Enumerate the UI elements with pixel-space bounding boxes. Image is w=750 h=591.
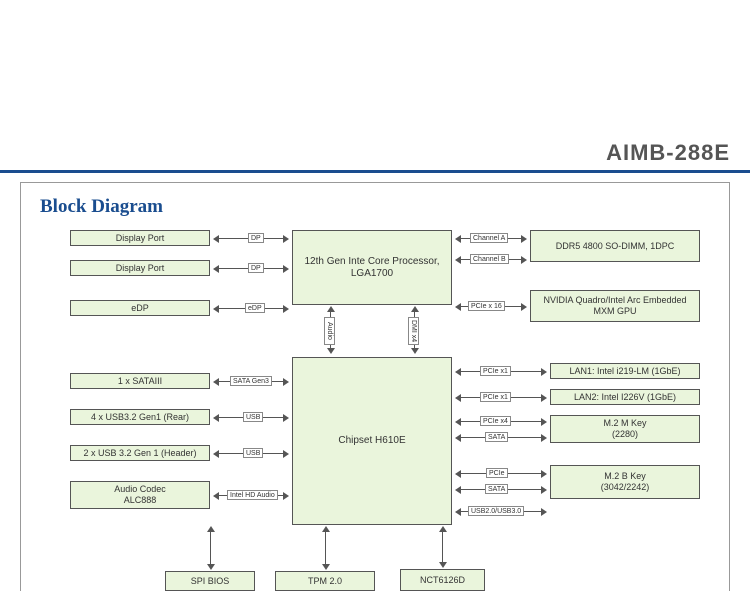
pciex16-label: PCIe x 16 bbox=[468, 301, 505, 311]
cha-label: Channel A bbox=[470, 233, 508, 243]
dmi-vlabel: DMI x4 bbox=[408, 317, 419, 345]
sata-label: SATA bbox=[485, 432, 508, 442]
m2m-block: M.2 M Key (2280) bbox=[550, 415, 700, 443]
nct-block: NCT6126D bbox=[400, 569, 485, 591]
pciex1-label: PCIe x1 bbox=[480, 392, 511, 402]
usb-rear-block: 4 x USB3.2 Gen1 (Rear) bbox=[70, 409, 210, 425]
audio-vlabel: Audio bbox=[324, 317, 335, 345]
usb-hdr-block: 2 x USB 3.2 Gen 1 (Header) bbox=[70, 445, 210, 461]
audio-block: Audio Codec ALC888 bbox=[70, 481, 210, 509]
dp2-block: Display Port bbox=[70, 260, 210, 276]
pciex1-label: PCIe x1 bbox=[480, 366, 511, 376]
chipset-block: Chipset H610E bbox=[292, 357, 452, 525]
sata-block: 1 x SATAIII bbox=[70, 373, 210, 389]
varrow bbox=[325, 531, 326, 565]
usb-label: USB bbox=[243, 412, 263, 422]
sata3-label: SATA Gen3 bbox=[230, 376, 272, 386]
section-title: Block Diagram bbox=[40, 196, 163, 218]
lan1-block: LAN1: Intel i219-LM (1GbE) bbox=[550, 363, 700, 379]
dp1-block: Display Port bbox=[70, 230, 210, 246]
tpm-block: TPM 2.0 bbox=[275, 571, 375, 591]
usb2030-label: USB2.0/USB3.0 bbox=[468, 506, 524, 516]
lan2-block: LAN2: Intel I226V (1GbE) bbox=[550, 389, 700, 405]
diagram-canvas: 12th Gen Inte Core Processor, LGA1700 Ch… bbox=[30, 225, 720, 591]
hdaudio-label: Intel HD Audio bbox=[227, 490, 278, 500]
pciex4-label: PCIe x4 bbox=[480, 416, 511, 426]
cpu-block: 12th Gen Inte Core Processor, LGA1700 bbox=[292, 230, 452, 305]
spibios-block: SPI BIOS bbox=[165, 571, 255, 591]
chb-label: Channel B bbox=[470, 254, 509, 264]
m2b-block: M.2 B Key (3042/2242) bbox=[550, 465, 700, 499]
varrow bbox=[442, 531, 443, 563]
ddr-block: DDR5 4800 SO-DIMM, 1DPC bbox=[530, 230, 700, 262]
page-title: AIMB-288E bbox=[606, 140, 730, 166]
edp-block: eDP bbox=[70, 300, 210, 316]
dp-label: DP bbox=[248, 263, 264, 273]
pcie-label: PCIe bbox=[486, 468, 508, 478]
gpu-block: NVIDIA Quadro/Intel Arc Embedded MXM GPU bbox=[530, 290, 700, 322]
divider bbox=[0, 170, 750, 173]
dp-label: DP bbox=[248, 233, 264, 243]
sata-label: SATA bbox=[485, 484, 508, 494]
edp-label: eDP bbox=[245, 303, 265, 313]
usb-label: USB bbox=[243, 448, 263, 458]
varrow bbox=[210, 531, 211, 565]
